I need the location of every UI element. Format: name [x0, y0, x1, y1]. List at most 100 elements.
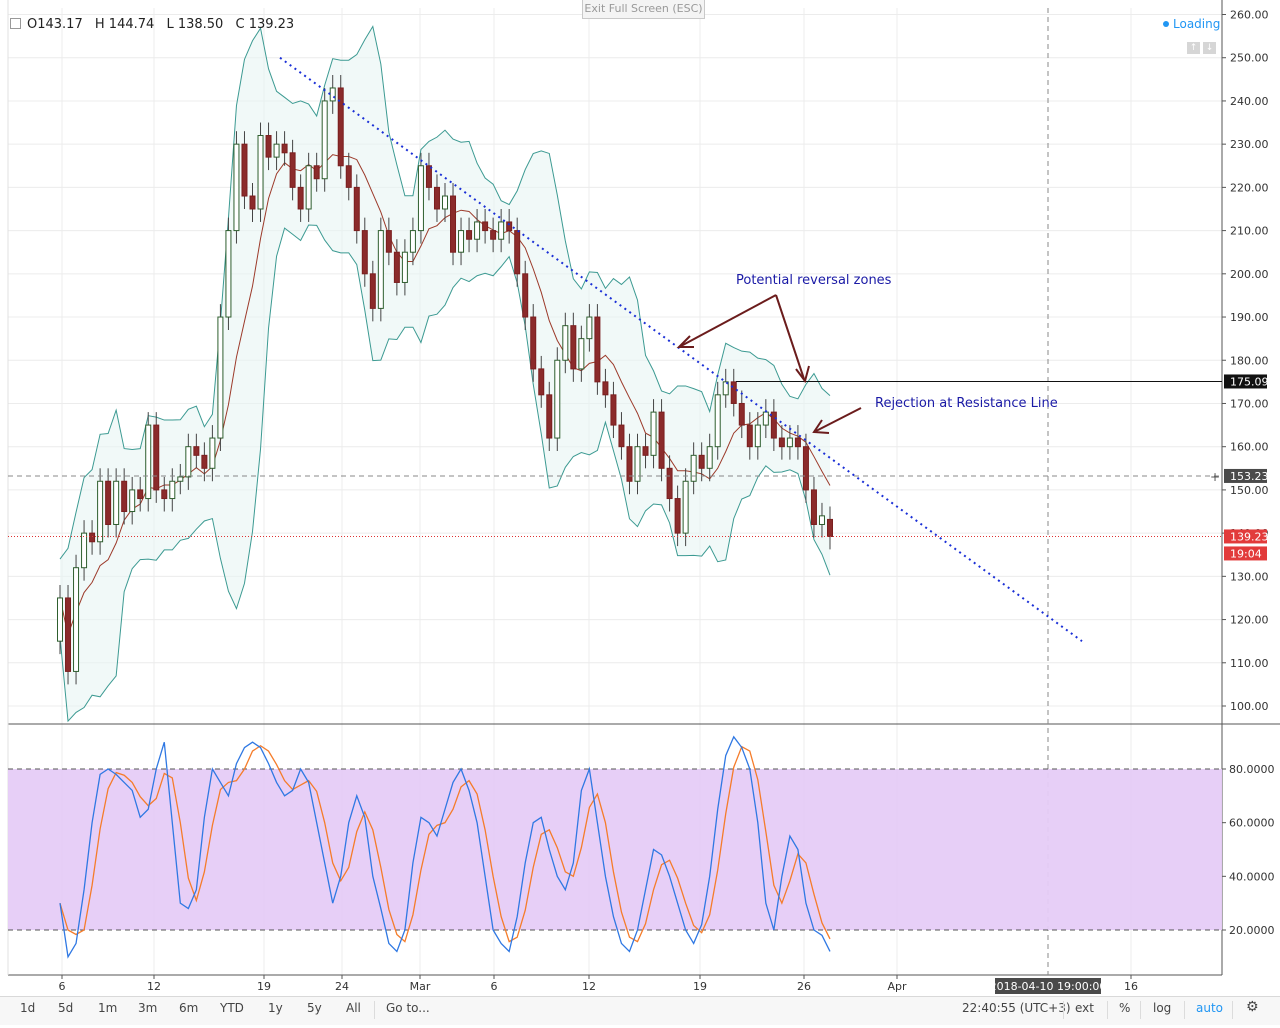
candle-body	[634, 446, 641, 482]
candle-body	[506, 221, 513, 232]
candle-body	[522, 273, 529, 318]
time-tick-label: 26	[797, 980, 811, 993]
candle-body	[297, 186, 304, 210]
candle-body	[754, 424, 761, 448]
arrow-head	[812, 419, 830, 434]
candle-body	[329, 87, 336, 102]
last-price-label: 139.23	[1230, 530, 1269, 543]
time-tick-label: 24	[335, 980, 349, 993]
auto-toggle[interactable]: auto	[1196, 1001, 1224, 1015]
candle-body	[353, 186, 360, 232]
time-tick-label: Apr	[887, 980, 907, 993]
candle-body	[690, 454, 697, 482]
range-3m-button[interactable]: 3m	[138, 1001, 158, 1015]
candle-body	[642, 446, 649, 456]
crosshair-plus-icon: +	[1210, 470, 1220, 484]
candle-body	[474, 221, 481, 240]
candle-body	[257, 135, 264, 210]
candle-body	[458, 230, 465, 253]
range-all-button[interactable]: All	[346, 1001, 361, 1015]
candle-body	[89, 532, 96, 543]
exit-fullscreen-button[interactable]: Exit Full Screen (ESC)	[582, 0, 705, 19]
arrow-line	[775, 294, 805, 380]
goto-button[interactable]: Go to...	[386, 1001, 430, 1015]
candle-body	[313, 165, 320, 180]
range-5d-button[interactable]: 5d	[58, 1001, 74, 1015]
candle-body	[610, 394, 617, 426]
candle-body	[105, 480, 112, 525]
candle-body	[345, 165, 352, 188]
candle-body	[666, 467, 673, 500]
countdown-label: 19:04	[1230, 547, 1262, 560]
candle-body	[377, 230, 384, 309]
price-tick-label: 210.00	[1230, 225, 1269, 238]
last-price-label-box	[1224, 529, 1267, 544]
loading-dot-icon	[1163, 20, 1169, 27]
scroll-buttons: ↑ ↓	[1187, 35, 1219, 54]
candle-body	[209, 437, 216, 469]
series-settings-icon[interactable]	[10, 18, 21, 29]
candle-body	[193, 446, 200, 456]
arrow-head	[676, 335, 694, 348]
candle-body	[153, 424, 160, 491]
ohlc-legend: O143.17 H 144.74 L 138.50 C 139.23	[10, 17, 302, 32]
candle-body	[658, 411, 665, 469]
candle-body	[674, 498, 681, 534]
arrow-head	[795, 365, 810, 384]
percent-toggle[interactable]: %	[1119, 1001, 1131, 1015]
scroll-up-icon[interactable]: ↑	[1187, 42, 1200, 54]
loading-indicator: Loading	[1163, 17, 1220, 31]
time-tick-label: 6	[59, 980, 66, 993]
scroll-down-icon[interactable]: ↓	[1203, 42, 1216, 54]
range-ytd-button[interactable]: YTD	[220, 1001, 244, 1015]
crosshair-time-label: 2018-04-10 19:00:00	[990, 980, 1107, 993]
range-1y-button[interactable]: 1y	[268, 1001, 283, 1015]
candle-body	[626, 446, 633, 482]
candle-body	[121, 480, 128, 513]
log-toggle[interactable]: log	[1153, 1001, 1172, 1015]
candle-body	[113, 480, 120, 525]
time-tick-label: 6	[491, 980, 498, 993]
range-1m-button[interactable]: 1m	[98, 1001, 118, 1015]
candle-body	[770, 411, 777, 439]
candle-body	[249, 195, 256, 210]
candle-body	[401, 251, 408, 283]
toolbar-divider	[1184, 1001, 1185, 1019]
toolbar-divider	[374, 1001, 375, 1019]
candle-body	[233, 143, 240, 232]
candle-body	[161, 489, 168, 500]
annotation-rejection: Rejection at Resistance Line	[875, 396, 1058, 411]
candle-body	[225, 230, 232, 318]
candle-body	[289, 152, 296, 188]
range-5y-button[interactable]: 5y	[307, 1001, 322, 1015]
toolbar-divider	[1140, 1001, 1141, 1019]
close-value: C 139.23	[235, 17, 295, 32]
price-tick-label: 130.00	[1230, 570, 1269, 583]
candle-body	[706, 446, 713, 469]
price-tick-label: 110.00	[1230, 657, 1269, 670]
price-tick-label: 190.00	[1230, 311, 1269, 324]
open-value: O143.17	[27, 17, 83, 32]
resistance-price-label: 175.09	[1230, 375, 1269, 388]
gear-icon[interactable]: ⚙	[1246, 999, 1259, 1015]
time-tick-label: 19	[257, 980, 271, 993]
candle-body	[145, 424, 152, 500]
stochastic-tick-label: 40.0000	[1229, 870, 1275, 883]
candle-body	[490, 230, 497, 240]
candle-body	[241, 143, 248, 197]
stochastic-k-line	[59, 735, 831, 959]
candle-body	[578, 338, 585, 370]
candle-body	[810, 489, 817, 525]
candle-body	[265, 135, 272, 158]
arrow-line	[815, 407, 862, 432]
stochastic-band	[8, 769, 1222, 930]
range-1d-button[interactable]: 1d	[20, 1001, 36, 1015]
price-tick-label: 100.00	[1230, 700, 1269, 713]
candle-body	[321, 100, 328, 180]
range-6m-button[interactable]: 6m	[179, 1001, 199, 1015]
candle-body	[81, 532, 88, 569]
candle-body	[498, 221, 505, 240]
arrow-line	[680, 294, 777, 347]
ext-toggle[interactable]: ext	[1075, 1001, 1094, 1015]
